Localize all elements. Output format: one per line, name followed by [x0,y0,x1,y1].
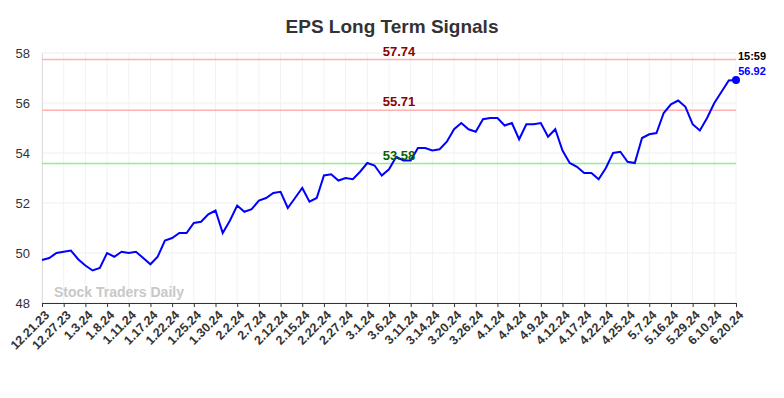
x-tick-mark [389,303,390,307]
grid-line [107,53,108,303]
x-tick-mark [129,303,130,307]
x-tick-mark [563,303,564,307]
x-tick-mark [107,303,108,307]
y-tick-label: 58 [16,46,30,61]
x-tick-mark [324,303,325,307]
x-tick-mark [432,303,433,307]
signal-label: 55.71 [383,94,416,109]
x-tick-label: 6.20.24 [707,308,746,347]
grid-line [389,53,390,303]
grid-line [519,53,520,303]
signal-label: 57.74 [383,44,416,59]
y-tick: 48 [16,296,42,311]
y-tick: 50 [16,246,42,261]
grid-line [736,53,737,303]
grid-line [193,53,194,303]
price-line [42,80,736,271]
y-axis-line [42,54,43,304]
grid-line [410,53,411,303]
x-tick-mark [194,303,195,307]
x-tick-mark [628,303,629,307]
y-tick-label: 50 [16,246,30,261]
grid [42,53,736,303]
x-tick-mark [259,303,260,307]
grid-line [562,53,563,303]
x-tick-mark [85,303,86,307]
watermark: Stock Traders Daily [54,284,184,300]
x-tick-mark [693,303,694,307]
grid-line [692,53,693,303]
grid-line [454,53,455,303]
last-point [732,76,740,84]
grid-line [42,53,43,303]
x-tick-mark [64,303,65,307]
plot [42,60,740,271]
last-value-label: 56.92 [738,65,766,77]
y-tick: 54 [16,146,42,161]
signal-label: 53.58 [383,148,416,163]
x-tick-mark [411,303,412,307]
x-tick-mark [606,303,607,307]
x-tick-mark [649,303,650,307]
grid-line [215,53,216,303]
y-tick-label: 48 [16,296,30,311]
y-tick: 56 [16,96,42,111]
grid-line [237,53,238,303]
x-axis-line [43,304,737,308]
grid-line [540,53,541,303]
x-tick-mark [150,303,151,307]
grid-line [670,53,671,303]
y-tick-label: 52 [16,196,30,211]
y-axis: 48 50 52 54 56 58 [16,46,43,311]
x-tick-mark [42,303,43,307]
x-tick-mark [302,303,303,307]
grid-line [63,53,64,303]
grid-line [627,53,628,303]
grid-line [258,53,259,303]
x-tick-mark [519,303,520,307]
x-tick: 6.20.24 [707,303,746,348]
x-tick-mark [454,303,455,307]
x-tick-mark [671,303,672,307]
y-tick: 58 [16,46,42,61]
chart: EPS Long Term Signals Stock Traders Daily… [0,0,784,398]
title: EPS Long Term Signals [286,16,499,37]
time-label: 15:59 [738,50,766,62]
x-tick-mark [714,303,715,307]
grid-line [302,53,303,303]
grid-line [584,53,585,303]
y-tick: 52 [16,196,42,211]
grid-line [605,53,606,303]
x-tick-mark [346,303,347,307]
x-tick-mark [736,303,737,307]
x-axis: 12.21.2312.27.231.3.241.8.241.11.241.17.… [8,303,746,352]
x-tick-mark [367,303,368,307]
signal-line [42,59,736,61]
x-tick-mark [216,303,217,307]
y-tick-label: 54 [16,146,30,161]
grid-line [714,53,715,303]
signal-line [42,110,736,112]
grid-line [172,53,173,303]
grid-line [475,53,476,303]
x-tick-mark [497,303,498,307]
y-tick-label: 56 [16,96,30,111]
x-tick-mark [172,303,173,307]
grid-line [497,53,498,303]
x-tick-mark [584,303,585,307]
x-tick-mark [237,303,238,307]
grid-line [280,53,281,303]
grid-line [432,53,433,303]
x-tick-mark [281,303,282,307]
x-tick-mark [541,303,542,307]
x-tick-mark [476,303,477,307]
grid-line [649,53,650,303]
grid-line [367,53,368,303]
grid-line [128,53,129,303]
